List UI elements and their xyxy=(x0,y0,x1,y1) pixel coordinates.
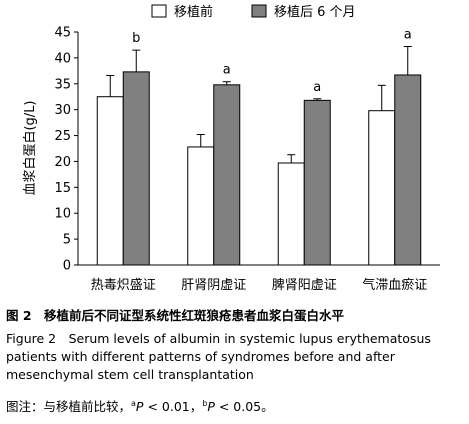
bar xyxy=(368,110,396,266)
significance-label: a xyxy=(313,80,321,95)
note-a-p: P xyxy=(135,399,144,414)
note-prefix: 图注：与移植前比较， xyxy=(6,399,132,414)
bar xyxy=(303,99,331,266)
bar xyxy=(187,146,215,266)
y-tick-label: 10 xyxy=(54,207,71,222)
y-tick-label: 30 xyxy=(54,103,71,118)
y-tick-label: 35 xyxy=(54,77,71,92)
legend-swatch xyxy=(251,4,267,18)
figure-title-cn: 图 2 移植前后不同证型系统性红斑狼疮患者血浆白蛋白水平 xyxy=(6,308,345,323)
y-tick-label: 45 xyxy=(54,26,71,41)
bars: b 热毒炽盛证 a 肝肾阴虚证 a 脾肾阳虚证 a 气滞血瘀证 xyxy=(91,27,428,293)
bar-group: b 热毒炽盛证 xyxy=(91,31,156,293)
note-b-p: P xyxy=(207,399,215,414)
bar xyxy=(394,74,422,266)
note-b-text: < 0.05。 xyxy=(214,399,274,414)
y-tick-label: 0 xyxy=(63,259,71,274)
bar xyxy=(96,96,124,266)
x-tick-label: 肝肾阴虚证 xyxy=(181,278,246,293)
significance-label: a xyxy=(404,27,412,42)
y-axis: 0 5 10 15 20 25 30 35 40 45 xyxy=(54,26,79,274)
bar xyxy=(277,162,305,266)
note-a-sup: a xyxy=(131,398,136,408)
figure-note: 图注：与移植前比较，aP < 0.01，bP < 0.05。 xyxy=(6,398,466,416)
legend: 移植前 移植后 6 个月 xyxy=(151,4,356,20)
bar xyxy=(213,84,241,266)
legend-label: 移植后 6 个月 xyxy=(274,5,356,20)
y-tick-label: 20 xyxy=(54,155,71,170)
significance-label: a xyxy=(223,63,231,78)
y-tick-label: 5 xyxy=(63,233,71,248)
bar-group: a 脾肾阳虚证 xyxy=(272,80,337,293)
x-tick-label: 气滞血瘀证 xyxy=(362,277,427,293)
significance-label: b xyxy=(132,31,140,46)
legend-label: 移植前 xyxy=(174,4,213,20)
y-tick-label: 40 xyxy=(54,51,71,66)
bar-chart: 移植前 移植后 6 个月 0 5 10 15 20 25 30 35 40 45 血浆白蛋白(g/L… xyxy=(22,4,440,293)
x-tick-label: 脾肾阳虚证 xyxy=(272,278,337,293)
y-axis-label: 血浆白蛋白(g/L) xyxy=(22,100,38,195)
figure-title-en: Figure 2 Serum levels of albumin in syst… xyxy=(6,331,431,382)
y-tick-label: 15 xyxy=(54,181,71,196)
bar-group: a 气滞血瘀证 xyxy=(362,27,427,293)
legend-swatch xyxy=(151,4,167,18)
note-a-text: < 0.01， xyxy=(143,399,203,414)
y-tick-label: 25 xyxy=(54,129,71,144)
x-tick-label: 热毒炽盛证 xyxy=(91,278,156,293)
bar xyxy=(122,71,150,266)
note-b-sup: b xyxy=(202,398,208,408)
bar-group: a 肝肾阴虚证 xyxy=(181,63,246,293)
